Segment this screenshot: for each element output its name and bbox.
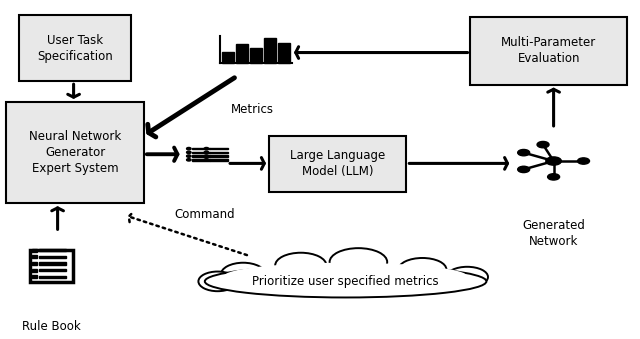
- Ellipse shape: [221, 263, 266, 286]
- Circle shape: [548, 174, 559, 180]
- Bar: [31, 268, 38, 272]
- Text: Generated
Network: Generated Network: [522, 219, 585, 248]
- Text: Metrics: Metrics: [231, 103, 275, 116]
- Ellipse shape: [330, 248, 387, 276]
- Bar: [31, 262, 38, 265]
- Circle shape: [204, 155, 209, 157]
- FancyBboxPatch shape: [269, 136, 406, 192]
- Bar: [210, 155, 228, 157]
- Bar: [39, 256, 66, 258]
- Circle shape: [204, 151, 209, 154]
- Bar: [31, 275, 38, 278]
- Ellipse shape: [198, 272, 237, 291]
- Bar: [31, 249, 38, 252]
- Ellipse shape: [447, 267, 488, 287]
- Bar: [193, 155, 210, 157]
- Text: Rule Book: Rule Book: [22, 320, 81, 333]
- Circle shape: [546, 157, 561, 165]
- Ellipse shape: [224, 263, 467, 290]
- Bar: [222, 52, 234, 63]
- Bar: [39, 269, 66, 271]
- Circle shape: [577, 158, 589, 164]
- Ellipse shape: [205, 265, 486, 298]
- Bar: [39, 262, 66, 264]
- Bar: [31, 255, 38, 258]
- Circle shape: [186, 155, 191, 157]
- Bar: [278, 43, 290, 63]
- Text: Prioritize user specified metrics: Prioritize user specified metrics: [252, 275, 439, 288]
- Bar: [29, 250, 73, 282]
- Text: User Task
Specification: User Task Specification: [37, 34, 113, 63]
- Bar: [39, 276, 66, 278]
- Circle shape: [186, 147, 191, 150]
- Bar: [210, 152, 228, 153]
- Bar: [236, 44, 248, 63]
- Bar: [193, 148, 210, 149]
- Text: Multi-Parameter
Evaluation: Multi-Parameter Evaluation: [501, 36, 596, 65]
- Bar: [39, 249, 66, 251]
- Ellipse shape: [275, 253, 326, 278]
- Ellipse shape: [398, 258, 447, 281]
- Circle shape: [186, 159, 191, 161]
- Text: Neural Network
Generator
Expert System: Neural Network Generator Expert System: [29, 130, 122, 175]
- Circle shape: [518, 166, 530, 173]
- Circle shape: [518, 149, 530, 156]
- FancyBboxPatch shape: [470, 17, 627, 85]
- Bar: [210, 159, 228, 161]
- Bar: [250, 48, 262, 63]
- Circle shape: [204, 159, 209, 161]
- Text: Command: Command: [175, 208, 235, 221]
- Bar: [210, 148, 228, 149]
- Bar: [264, 38, 276, 63]
- Bar: [193, 159, 210, 161]
- Ellipse shape: [211, 259, 480, 300]
- Circle shape: [186, 151, 191, 154]
- Bar: [193, 152, 210, 153]
- Text: Large Language
Model (LLM): Large Language Model (LLM): [290, 149, 385, 178]
- Circle shape: [537, 141, 549, 148]
- Circle shape: [204, 147, 209, 150]
- FancyBboxPatch shape: [6, 102, 144, 203]
- FancyBboxPatch shape: [19, 15, 131, 81]
